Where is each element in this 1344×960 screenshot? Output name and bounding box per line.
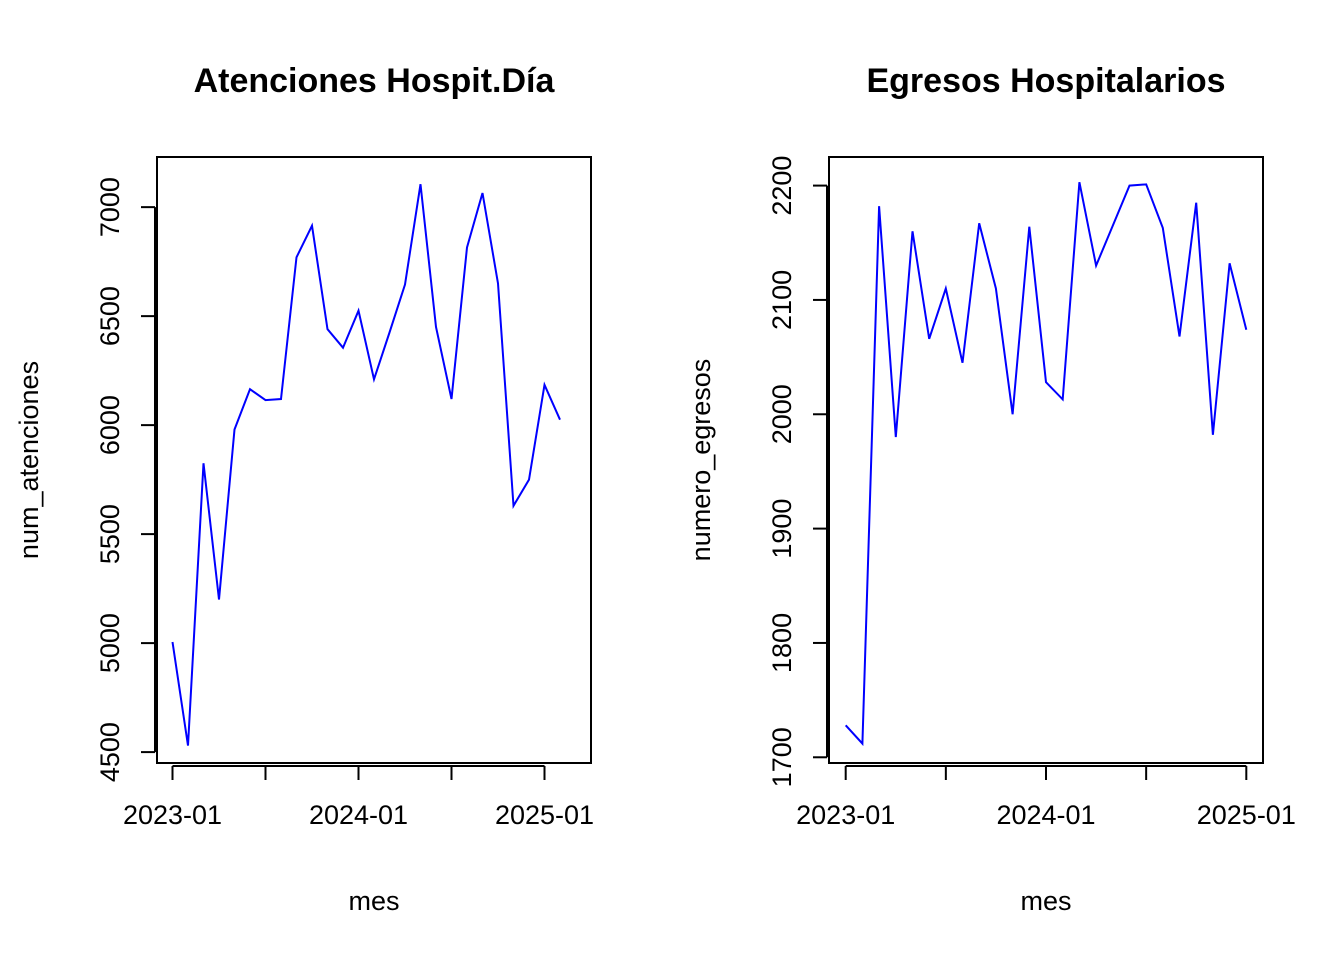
x-tick-label: 2023-01 (123, 800, 222, 830)
y-axis: 4500 5000 5500 6000 6500 7000 (95, 177, 156, 782)
plot-frame (828, 156, 1264, 764)
x-tick-label: 2025-01 (495, 800, 594, 830)
y-tick-label: 1900 (767, 499, 797, 559)
y-tick-label: 5000 (95, 613, 125, 673)
y-axis: 1700 1800 1900 2000 2100 2200 (767, 156, 828, 787)
series-line (844, 182, 1248, 747)
y-tick-label: 6500 (95, 286, 125, 346)
series (171, 184, 561, 746)
x-tick-label: 2024-01 (996, 800, 1095, 830)
y-axis-title: numero_egresos (686, 359, 716, 562)
x-axis: 2023-01 2024-01 2025-01 (123, 765, 594, 830)
y-tick-label: 4500 (95, 722, 125, 782)
y-tick-label: 2200 (767, 156, 797, 216)
y-tick-label: 7000 (95, 177, 125, 237)
x-tick-label: 2024-01 (309, 800, 408, 830)
chart-panel-egresos: Egresos Hospitalarios mes numero_egresos… (686, 62, 1296, 916)
y-tick-label: 6000 (95, 395, 125, 455)
chart-panel-atenciones: Atenciones Hospit.Día mes num_atenciones… (14, 62, 594, 916)
y-tick-label: 2100 (767, 270, 797, 330)
x-axis: 2023-01 2024-01 2025-01 (796, 765, 1296, 830)
series-line (171, 184, 561, 746)
y-tick-label: 1800 (767, 613, 797, 673)
plot-frame (156, 156, 592, 764)
x-tick-label: 2025-01 (1197, 800, 1296, 830)
x-tick-label: 2023-01 (796, 800, 895, 830)
x-axis-title: mes (348, 886, 399, 916)
chart-title: Egresos Hospitalarios (866, 62, 1225, 100)
y-axis-title: num_atenciones (14, 361, 44, 559)
y-tick-label: 2000 (767, 384, 797, 444)
y-tick-label: 1700 (767, 727, 797, 787)
y-tick-label: 5500 (95, 504, 125, 564)
chart-title: Atenciones Hospit.Día (194, 62, 556, 100)
x-axis-title: mes (1020, 886, 1071, 916)
series (844, 182, 1248, 747)
